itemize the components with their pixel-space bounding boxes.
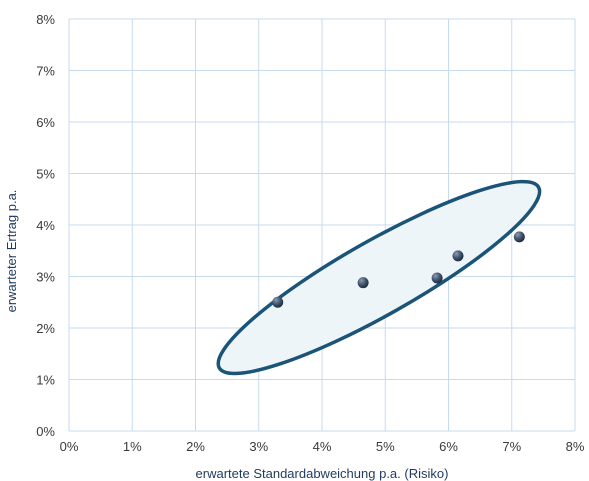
y-tick-label: 5%	[36, 167, 55, 182]
data-point	[431, 272, 443, 284]
data-points	[272, 231, 525, 308]
x-tick-label: 0%	[60, 439, 79, 454]
x-tick-label: 7%	[502, 439, 521, 454]
y-axis-title: erwarteter Ertrag p.a.	[4, 190, 19, 313]
x-tick-label: 4%	[313, 439, 332, 454]
data-point	[357, 277, 369, 289]
data-point	[272, 296, 284, 308]
y-tick-label: 8%	[36, 12, 55, 27]
highlight-region	[216, 179, 542, 376]
y-tick-label: 2%	[36, 321, 55, 336]
x-tick-label: 1%	[123, 439, 142, 454]
y-tick-label: 1%	[36, 373, 55, 388]
x-tick-label: 6%	[439, 439, 458, 454]
x-tick-label: 3%	[249, 439, 268, 454]
x-tick-label: 8%	[566, 439, 585, 454]
y-tick-label: 6%	[36, 115, 55, 130]
x-axis-title: erwartete Standardabweichung p.a. (Risik…	[196, 466, 449, 481]
y-tick-label: 3%	[36, 270, 55, 285]
x-tick-label: 2%	[186, 439, 205, 454]
y-tick-label: 7%	[36, 64, 55, 79]
tick-labels: 0% 1% 2% 3% 4% 5% 6% 7% 8% 0% 1% 2% 3% 4% 5% 6% 7% 8%	[36, 12, 585, 454]
y-tick-label: 4%	[36, 218, 55, 233]
x-tick-label: 5%	[376, 439, 395, 454]
y-tick-label: 0%	[36, 424, 55, 439]
data-point	[513, 231, 525, 243]
data-point	[452, 250, 464, 262]
highlight-ellipse	[216, 179, 542, 376]
